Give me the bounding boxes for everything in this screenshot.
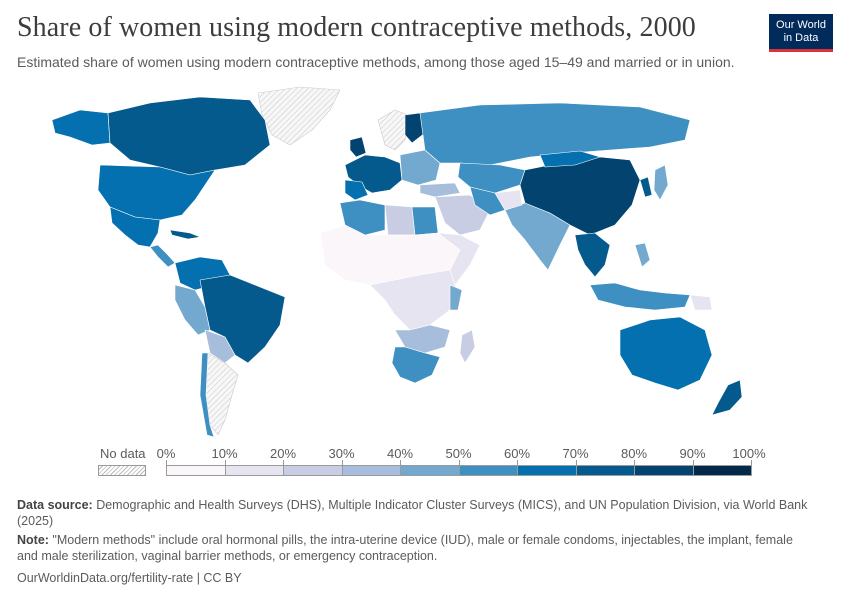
legend-swatch[interactable]	[575, 465, 635, 476]
region-alaska[interactable]	[51, 109, 111, 146]
region-afghanistan[interactable]	[494, 189, 523, 211]
logo-line-2: in Data	[783, 32, 819, 44]
legend-swatch[interactable]	[283, 465, 343, 476]
region-turkey[interactable]	[419, 182, 461, 198]
region-bolivia[interactable]	[204, 329, 236, 364]
legend-swatch[interactable]	[224, 465, 284, 476]
legend-swatch[interactable]	[692, 465, 752, 476]
legend-tick-label: 30%	[328, 446, 355, 461]
source-url[interactable]: OurWorldinData.org/fertility-rate | CC B…	[17, 571, 242, 585]
note-label: Note:	[17, 533, 49, 547]
world-map	[51, 86, 743, 438]
region-egypt[interactable]	[411, 206, 439, 236]
region-central-america[interactable]	[149, 244, 176, 268]
legend-tick-label: 40%	[386, 446, 414, 461]
region-finland[interactable]	[404, 112, 426, 144]
legend-tick-label: 90%	[679, 446, 706, 461]
legend-swatch[interactable]	[166, 465, 226, 476]
legend-tick-label: 60%	[503, 446, 531, 461]
region-new-zealand[interactable]	[711, 379, 743, 416]
legend-swatch[interactable]	[341, 465, 401, 476]
legend-tick	[224, 460, 226, 466]
legend-tick	[341, 460, 343, 466]
legend-tick-end	[751, 460, 752, 466]
legend-tick	[283, 460, 284, 466]
region-brazil[interactable]	[199, 274, 286, 364]
region-greenland[interactable]	[257, 86, 341, 146]
map-legend: No data 0% 10% 20% 30% 40% 50% 60% 70% 80% 90% 100…	[0, 444, 850, 484]
legend-tick	[575, 460, 577, 466]
region-caribbean[interactable]	[169, 229, 201, 240]
region-scandinavia[interactable]	[377, 109, 409, 151]
region-chile[interactable]	[199, 352, 215, 438]
legend-swatch[interactable]	[517, 465, 577, 476]
region-peru[interactable]	[174, 284, 211, 336]
region-iran[interactable]	[469, 186, 506, 216]
chart-subtitle: Estimated share of women using modern co…	[17, 54, 735, 70]
region-east-africa[interactable]	[437, 232, 481, 286]
region-madagascar[interactable]	[459, 329, 476, 364]
region-southeast-asia[interactable]	[574, 232, 611, 278]
region-png[interactable]	[689, 294, 713, 311]
region-philippines[interactable]	[634, 242, 651, 268]
legend-tick	[692, 460, 694, 466]
region-japan[interactable]	[653, 164, 669, 201]
legend-tick-label: 10%	[211, 446, 238, 461]
legend-tick	[458, 460, 460, 466]
region-mongolia[interactable]	[539, 150, 601, 168]
legend-tick	[634, 460, 635, 466]
legend-tick-label: 80%	[620, 446, 648, 461]
legend-tick	[166, 460, 167, 466]
region-libya[interactable]	[384, 204, 416, 236]
data-source: Data source: Demographic and Health Surv…	[17, 497, 817, 529]
chart-title: Share of women using modern contraceptiv…	[17, 12, 696, 43]
source-label: Data source:	[17, 498, 93, 512]
legend-tick-label: 70%	[562, 446, 589, 461]
region-canada[interactable]	[107, 96, 271, 176]
region-korea[interactable]	[639, 176, 653, 198]
region-argentina[interactable]	[205, 352, 239, 436]
legend-tick-label: 20%	[269, 446, 297, 461]
legend-swatch[interactable]	[458, 465, 518, 476]
logo-line-1: Our World	[776, 19, 826, 31]
source-text: Demographic and Health Surveys (DHS), Mu…	[17, 498, 808, 528]
owid-logo[interactable]: Our World in Data	[769, 14, 833, 52]
region-uk[interactable]	[349, 136, 367, 158]
region-russia[interactable]	[419, 102, 691, 166]
no-data-swatch[interactable]	[98, 465, 146, 476]
region-south-africa[interactable]	[391, 346, 441, 384]
region-iberia[interactable]	[344, 179, 369, 201]
legend-tick-label-end: 100%	[732, 446, 766, 461]
region-australia[interactable]	[619, 316, 713, 391]
legend-swatch[interactable]	[634, 465, 694, 476]
note: Note: "Modern methods" include oral horm…	[17, 532, 817, 564]
legend-tick	[400, 460, 401, 466]
region-kenya[interactable]	[449, 284, 463, 311]
no-data-label: No data	[100, 446, 146, 461]
legend-tick-label: 50%	[445, 446, 472, 461]
legend-swatch[interactable]	[400, 465, 460, 476]
region-usa[interactable]	[97, 164, 216, 221]
legend-tick	[517, 460, 518, 466]
region-indonesia[interactable]	[589, 282, 691, 311]
region-central-asia[interactable]	[457, 162, 526, 194]
note-text: "Modern methods" include oral hormonal p…	[17, 533, 793, 563]
legend-tick-label: 0%	[156, 446, 176, 461]
